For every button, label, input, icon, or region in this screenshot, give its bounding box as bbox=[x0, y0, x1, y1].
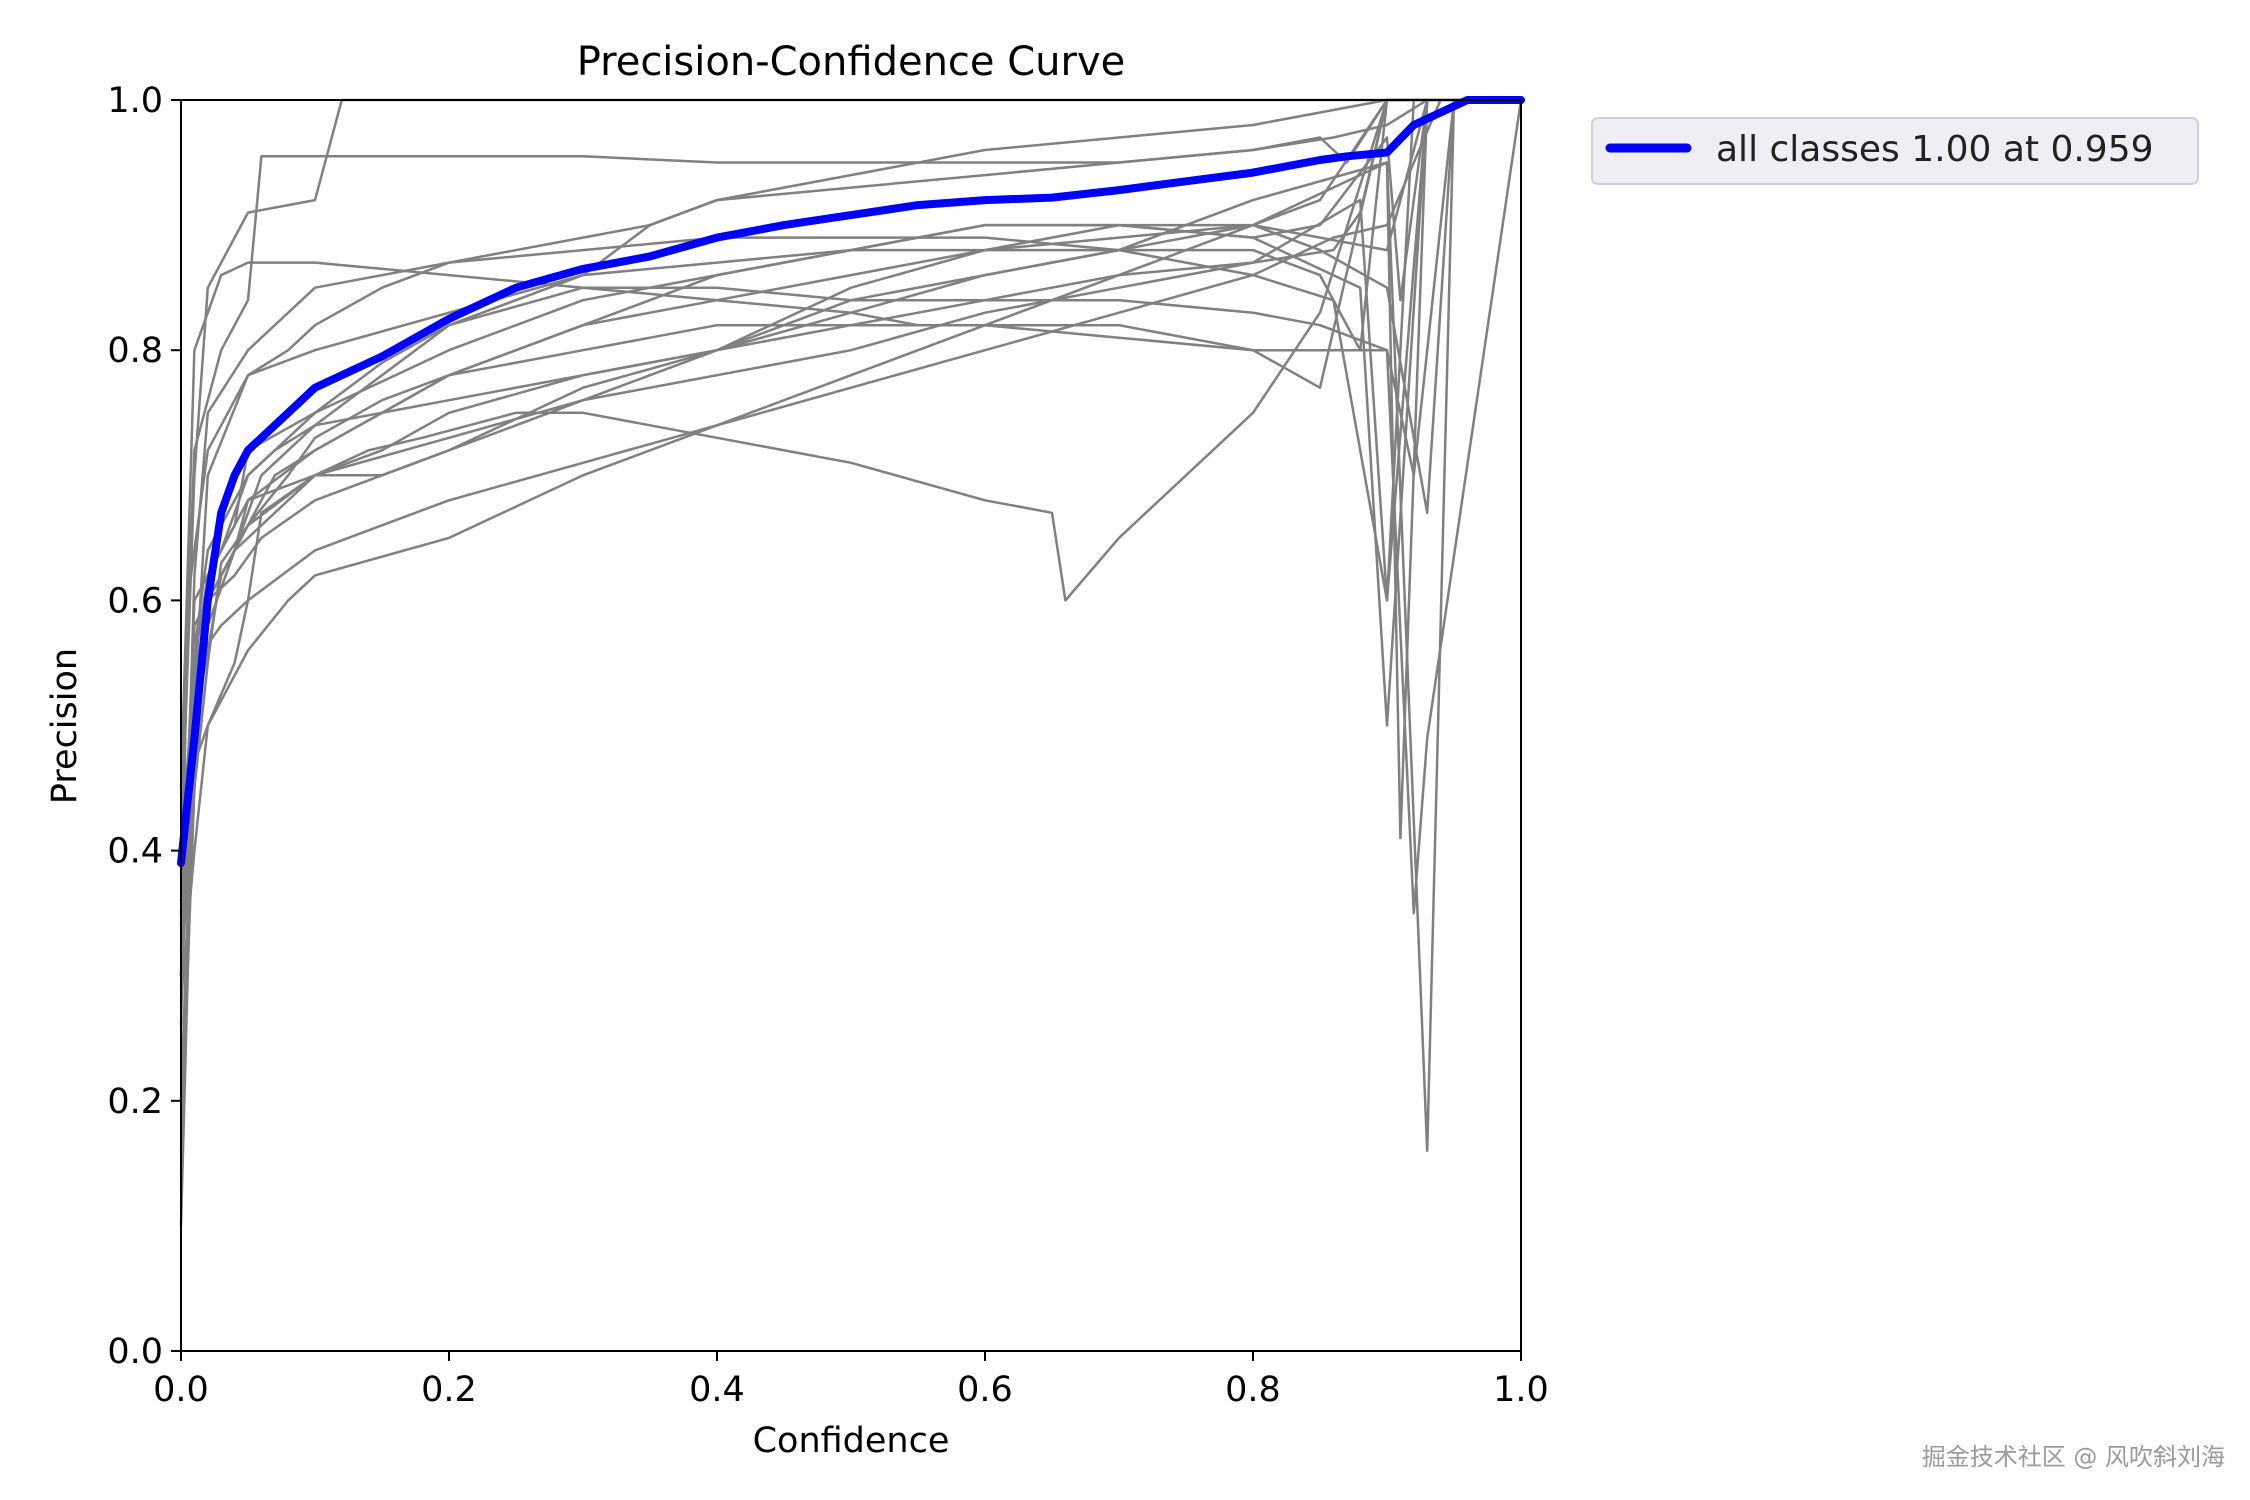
x-tick-label: 0.2 bbox=[421, 1370, 477, 1410]
class-line-14 bbox=[179, 98, 1523, 927]
y-tick-label: 0.2 bbox=[107, 1082, 163, 1122]
class-line-19 bbox=[179, 98, 1523, 827]
plot-frame bbox=[180, 99, 1522, 1352]
x-tick-label: 1.0 bbox=[1493, 1370, 1549, 1410]
legend-label: all classes 1.00 at 0.959 bbox=[1716, 129, 2154, 170]
y-tick-label: 1.0 bbox=[107, 81, 163, 121]
chart-title: Precision-Confidence Curve bbox=[577, 39, 1126, 85]
legend: all classes 1.00 at 0.959 bbox=[1591, 117, 2199, 185]
y-axis-label: Precision bbox=[45, 648, 85, 804]
x-tick-label: 0.6 bbox=[957, 1370, 1013, 1410]
y-tick-label: 0.4 bbox=[107, 832, 163, 872]
y-tick-label: 0.6 bbox=[107, 581, 163, 621]
x-axis-label: Confidence bbox=[753, 1421, 950, 1461]
x-tick-label: 0.4 bbox=[689, 1370, 745, 1410]
class-line-16 bbox=[179, 98, 1523, 790]
legend-box bbox=[1591, 117, 2199, 185]
y-tick-label: 0.8 bbox=[107, 331, 163, 371]
class-line-17 bbox=[179, 98, 1523, 877]
class-line-18 bbox=[179, 98, 1523, 977]
class-line-9 bbox=[179, 98, 1523, 1103]
watermark: 掘金技术社区 @ 风吹斜刘海 bbox=[1922, 1443, 2225, 1471]
y-axis-ticks: 0.0 0.2 0.4 0.6 0.8 1.0 bbox=[107, 81, 181, 1372]
y-tick-label: 0.0 bbox=[107, 1332, 163, 1372]
x-axis-ticks: 0.0 0.2 0.4 0.6 0.8 1.0 bbox=[153, 1351, 1549, 1410]
class-line-20 bbox=[179, 98, 1523, 902]
class-line-8 bbox=[179, 98, 1523, 790]
class-line-10 bbox=[179, 98, 1523, 977]
class-line-5 bbox=[179, 98, 1523, 852]
all-classes-line-group bbox=[177, 96, 1525, 868]
x-tick-label: 0.0 bbox=[153, 1370, 209, 1410]
class-lines bbox=[179, 98, 1523, 1228]
class-line-2 bbox=[179, 98, 1523, 977]
class-line-1 bbox=[179, 98, 1523, 1027]
all-classes-line bbox=[177, 96, 1525, 868]
x-tick-label: 0.8 bbox=[1225, 1370, 1281, 1410]
